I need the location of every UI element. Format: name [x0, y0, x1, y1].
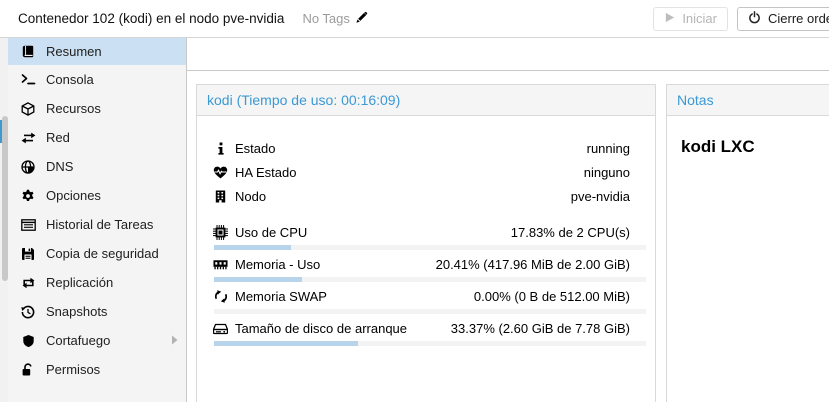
- sidebar-item-opciones[interactable]: Opciones: [8, 181, 186, 210]
- sidebar-item-cortafuego[interactable]: Cortafuego: [8, 326, 186, 355]
- sidebar-item-resumen[interactable]: Resumen: [8, 38, 186, 65]
- pencil-icon[interactable]: [355, 11, 368, 27]
- notes-panel: Notas kodi LXC: [666, 84, 829, 402]
- building-icon: [213, 189, 228, 204]
- history-icon: [20, 305, 36, 319]
- globe-icon: [20, 159, 36, 174]
- retweet-icon: [20, 276, 36, 290]
- usage-rows: Uso de CPU 17.83% de 2 CPU(s) Memoria - …: [197, 222, 655, 346]
- floppy-icon: [20, 247, 36, 261]
- book-icon: [20, 45, 36, 59]
- page-title: Contenedor 102 (kodi) en el nodo pve-nvi…: [18, 11, 285, 26]
- status-value: ninguno: [583, 164, 630, 180]
- status-row-estado: Estado running: [197, 136, 655, 160]
- cpu-icon: [213, 225, 228, 240]
- usage-row-memoria: Memoria - Uso 20.41% (417.96 MiB de 2.00…: [197, 254, 655, 282]
- status-row-nodo: Nodo pve-nvidia: [197, 184, 655, 208]
- status-row-ha-estado: HA Estado ninguno: [197, 160, 655, 184]
- usage-row-cpu: Uso de CPU 17.83% de 2 CPU(s): [197, 222, 655, 250]
- tags-editor[interactable]: No Tags: [302, 11, 368, 27]
- sidebar-item-copia-de-seguridad[interactable]: Copia de seguridad: [8, 239, 186, 268]
- sidebar-item-replicacion[interactable]: Replicación: [8, 268, 186, 297]
- cube-icon: [20, 101, 36, 116]
- usage-value: 17.83% de 2 CPU(s): [510, 225, 630, 240]
- status-panel-title: kodi (Tiempo de uso: 00:16:09): [197, 85, 655, 116]
- tree-panel-edge: [0, 38, 8, 402]
- notes-content: kodi LXC: [681, 137, 755, 156]
- content-area: kodi (Tiempo de uso: 00:16:09) Estado ru…: [187, 38, 829, 402]
- exchange-icon: [20, 131, 36, 145]
- swap-usage-bar: [214, 309, 646, 314]
- info-icon: [213, 141, 228, 156]
- disk-usage-bar: [214, 341, 646, 346]
- terminal-icon: [20, 73, 36, 87]
- unlock-icon: [20, 362, 36, 377]
- memory-usage-bar: [214, 277, 646, 282]
- gear-icon: [20, 189, 36, 203]
- disk-icon: [213, 321, 228, 336]
- start-button[interactable]: Iniciar: [653, 6, 728, 31]
- memory-icon: [213, 257, 228, 272]
- shutdown-button[interactable]: Cierre ordenado: [737, 6, 829, 31]
- power-icon: [748, 10, 761, 27]
- sidebar-item-recursos[interactable]: Recursos: [8, 94, 186, 123]
- sidebar-item-consola[interactable]: Consola: [8, 65, 186, 94]
- usage-row-disk: Tamaño de disco de arranque 33.37% (2.60…: [197, 318, 655, 346]
- status-value: running: [586, 140, 630, 156]
- sidebar-nav: Resumen Consola Recursos Red DNS: [8, 38, 187, 402]
- heartbeat-icon: [213, 165, 228, 180]
- top-bar: Contenedor 102 (kodi) en el nodo pve-nvi…: [0, 0, 829, 38]
- usage-value: 33.37% (2.60 GiB de 7.78 GiB): [450, 321, 630, 336]
- sidebar-item-red[interactable]: Red: [8, 123, 186, 152]
- chevron-right-icon: [171, 333, 178, 348]
- scrollbar-thumb[interactable]: [2, 116, 8, 281]
- status-value: pve-nvidia: [570, 188, 630, 204]
- notes-panel-title: Notas: [667, 85, 829, 116]
- usage-value: 0.00% (0 B de 512.00 MiB): [473, 289, 630, 304]
- play-icon: [664, 11, 675, 26]
- content-toolbar: [187, 38, 829, 71]
- cpu-usage-bar: [214, 245, 646, 250]
- swap-refresh-icon: [213, 289, 228, 304]
- shield-icon: [20, 334, 36, 348]
- sidebar-item-permisos[interactable]: Permisos: [8, 355, 186, 384]
- sidebar-item-snapshots[interactable]: Snapshots: [8, 297, 186, 326]
- status-panel: kodi (Tiempo de uso: 00:16:09) Estado ru…: [196, 84, 656, 402]
- sidebar-item-dns[interactable]: DNS: [8, 152, 186, 181]
- tags-label: No Tags: [302, 11, 350, 26]
- sidebar-item-historial-de-tareas[interactable]: Historial de Tareas: [8, 210, 186, 239]
- task-list-icon: [20, 218, 36, 232]
- status-rows: Estado running HA Estado ninguno: [197, 136, 655, 208]
- usage-row-swap: Memoria SWAP 0.00% (0 B de 512.00 MiB): [197, 286, 655, 314]
- usage-value: 20.41% (417.96 MiB de 2.00 GiB): [435, 257, 630, 272]
- tree-selected-row-sliver: [0, 120, 3, 143]
